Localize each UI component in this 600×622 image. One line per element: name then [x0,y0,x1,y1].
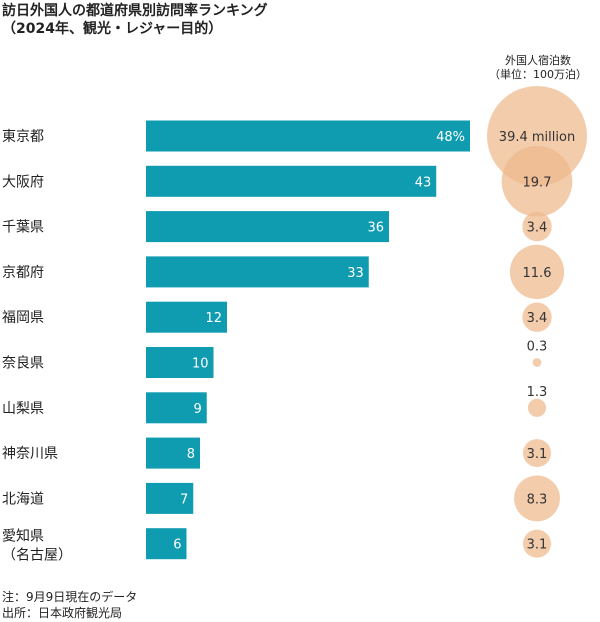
category-label-9: 愛知県 [2,528,44,545]
category-label-1: 大阪府 [2,174,44,190]
bar-value-label-8: 7 [180,492,188,507]
category-label-0: 東京都 [2,129,44,145]
bar-6 [146,392,207,424]
bubble-7 [522,439,552,468]
bubble-label-4: 3.4 [527,311,548,326]
bubble-4 [522,302,552,332]
category-label-3: 京都府 [2,265,44,281]
category-label-7: 神奈川県 [2,446,58,462]
bar-2 [146,211,389,243]
category-label-2: 千葉県 [2,220,44,236]
bar-5 [146,347,214,378]
bar-value-label-2: 36 [367,221,384,236]
bar-value-label-5: 10 [192,357,209,372]
bubble-header-unit: （単位：100万泊） [489,68,587,81]
bubble-3 [509,244,565,300]
bar-value-label-1: 43 [415,175,432,190]
bar-3 [146,256,369,288]
bubble-label-8: 8.3 [527,492,548,507]
bubble-2 [522,211,552,242]
bar-value-label-0: 48% [436,130,465,145]
bar-value-label-6: 9 [193,402,201,417]
category-label-4: 福岡県 [2,310,44,326]
footnote: 注：9月9日現在のデータ [2,590,138,604]
bar-value-label-4: 12 [205,311,222,326]
bubble-header-title: 外国人宿泊数 [505,54,571,67]
bubble-label-5: 0.3 [527,340,548,355]
bubble-9 [522,529,552,558]
chart-title: 訪日外国人の都道府県別訪問率ランキング [2,3,268,19]
source-note: 出所：日本政府観光局 [2,606,123,620]
bar-value-label-3: 33 [347,266,364,281]
category-label-8: 北海道 [2,491,44,507]
bar-9 [146,528,187,560]
bubble-label-1: 19.7 [523,175,552,190]
bubble-label-2: 3.4 [527,221,548,236]
bar-4 [146,301,227,333]
bubble-label-9: 3.1 [527,538,548,553]
bubble-8 [514,475,560,522]
bar-7 [146,437,200,469]
bubble-6 [527,398,547,417]
bubble-label-6: 1.3 [527,385,548,400]
bar-0 [146,120,470,152]
bar-value-label-7: 8 [187,447,195,462]
bubble-label-3: 11.6 [523,266,552,281]
bar-value-label-9: 6 [173,538,181,553]
chart-subtitle: （2024年、観光・レジャー目的） [2,21,223,37]
bubble-label-0: 39.4 million [499,130,575,145]
category-label-6: 山梨県 [2,401,44,417]
bubble-5 [532,358,542,367]
bar-8 [146,482,194,514]
category-sublabel-9: （名古屋） [2,548,72,564]
bubble-label-7: 3.1 [527,447,548,462]
category-label-5: 奈良県 [2,356,44,372]
bar-1 [146,165,437,197]
bubble-1 [501,145,573,217]
